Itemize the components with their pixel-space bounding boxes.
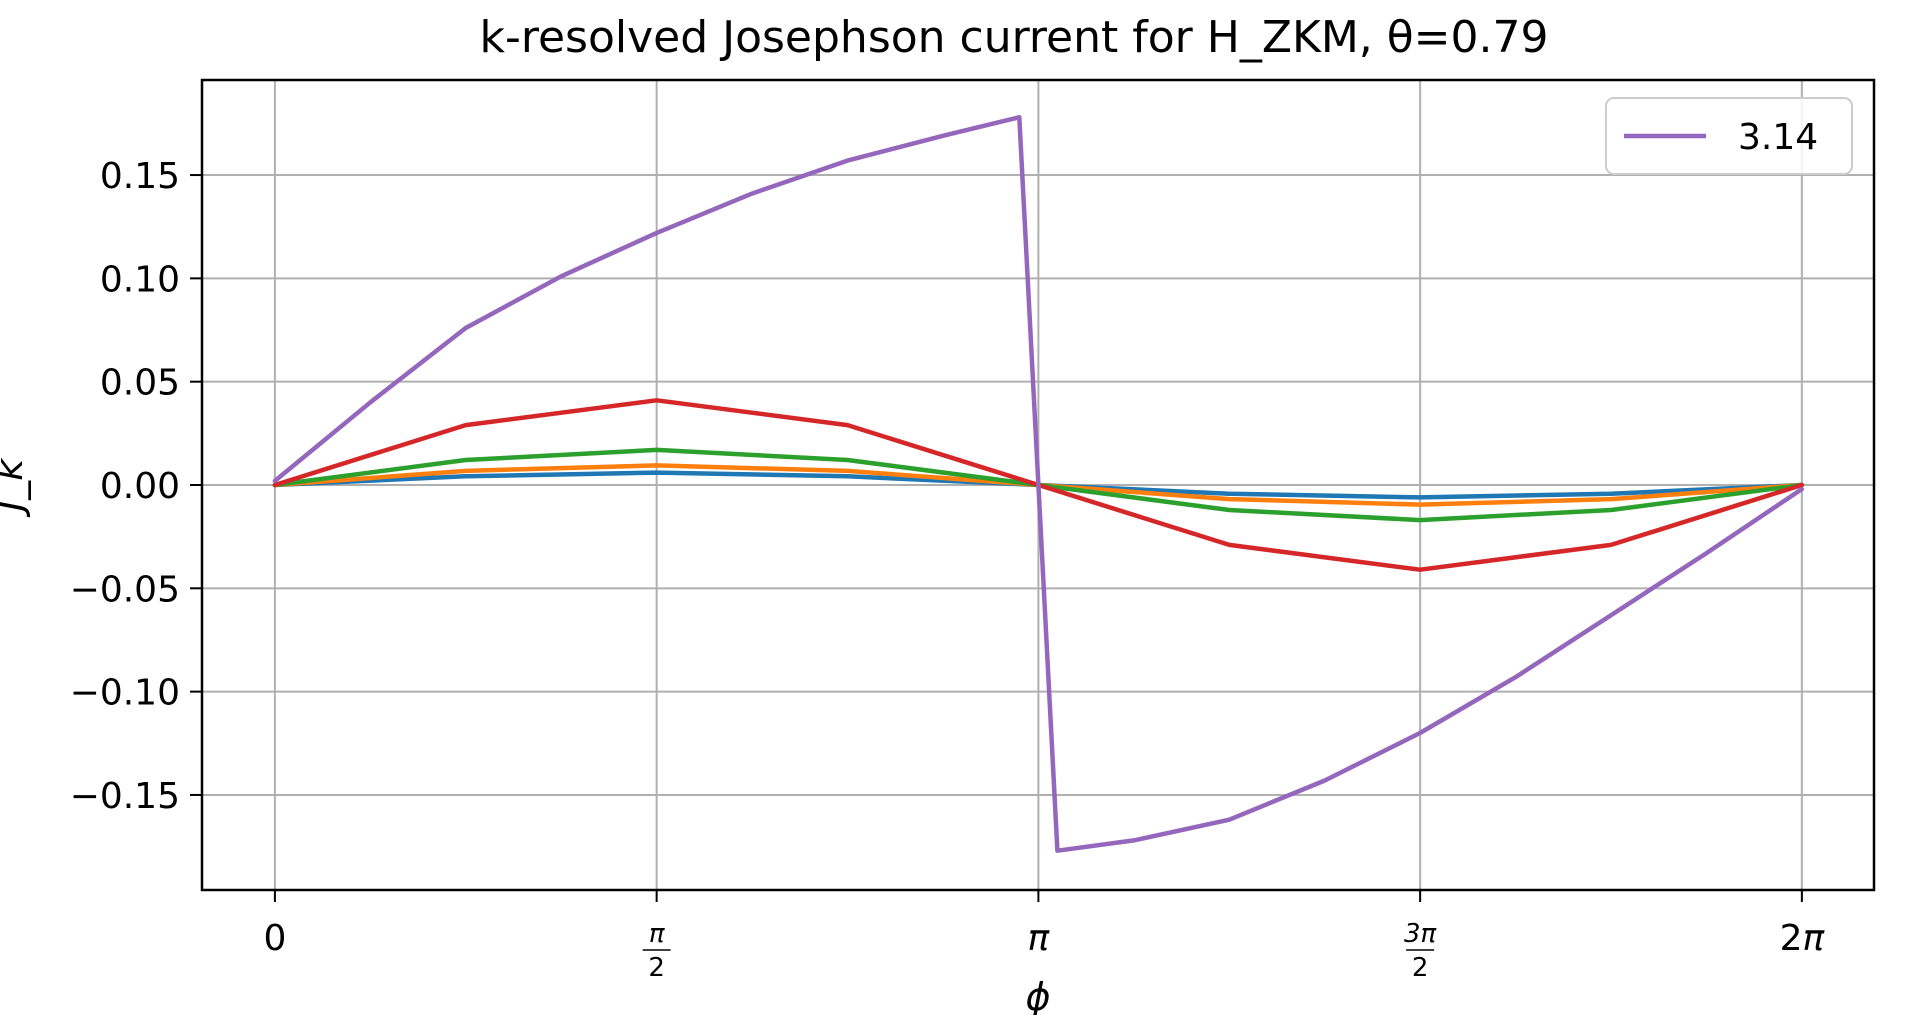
legend: 3.14 <box>1605 97 1853 175</box>
chart-title: k-resolved Josephson current for H_ZKM, … <box>479 12 1548 63</box>
y-axis-label: J_k <box>0 457 31 518</box>
y-tick-label: −0.15 <box>70 776 180 817</box>
x-axis-label: ϕ <box>1025 975 1050 1015</box>
y-tick-label: 0.00 <box>100 466 180 507</box>
x-tick-label: 0 <box>263 918 286 959</box>
x-tick-label: 3π2 <box>1404 919 1437 983</box>
y-tick-label: −0.05 <box>70 569 180 610</box>
x-tick-label: 2π <box>1780 918 1826 959</box>
y-tick-label: 0.10 <box>100 259 180 300</box>
series-line <box>272 114 1805 853</box>
legend-label: 3.14 <box>1738 117 1818 158</box>
y-tick-label: 0.05 <box>100 363 180 404</box>
x-tick-denominator: 2 <box>648 953 665 983</box>
x-tick-denominator: 2 <box>1412 953 1429 983</box>
y-tick-label: −0.10 <box>70 673 180 714</box>
series-layer <box>272 114 1805 853</box>
x-tick-numerator: π <box>649 919 665 949</box>
y-axis: 0.15 0.10 0.05 0.00 −0.05 −0.10 −0.15 <box>70 156 202 817</box>
x-tick-label: π <box>1028 918 1051 959</box>
x-tick-label: π2 <box>642 919 671 983</box>
legend-box <box>1605 97 1853 175</box>
y-tick-label: 0.15 <box>100 156 180 197</box>
x-tick-numerator: 3π <box>1404 919 1437 949</box>
